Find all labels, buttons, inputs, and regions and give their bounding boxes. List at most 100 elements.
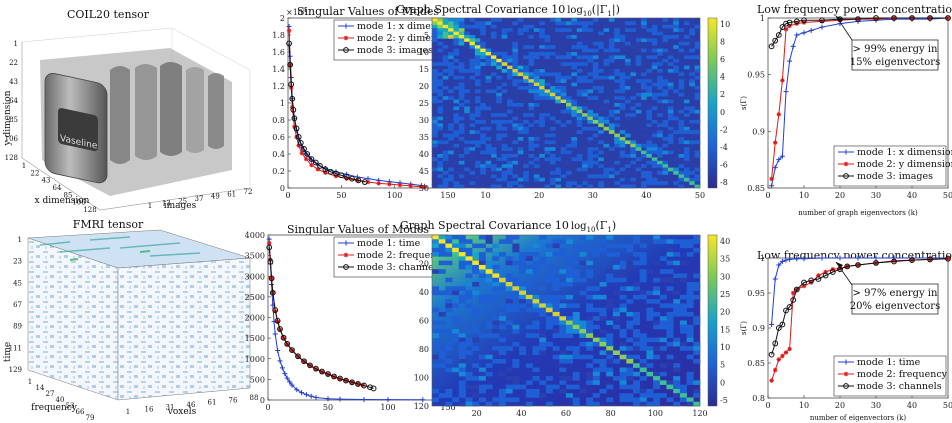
- x-tick-label: 0: [765, 191, 770, 200]
- heatmap-cell: [639, 252, 647, 257]
- heatmap-cell: [659, 371, 667, 377]
- heatmap-cell: [678, 177, 685, 182]
- heatmap-cell: [678, 79, 685, 83]
- heatmap-cell: [582, 38, 588, 43]
- heatmap-cell: [469, 157, 476, 162]
- heatmap-cell: [507, 123, 513, 128]
- heatmap-cell: [525, 294, 533, 300]
- heatmap-cell: [657, 181, 663, 185]
- heatmap-cell: [549, 72, 556, 77]
- heatmap-cell: [490, 52, 497, 56]
- heatmap-cell: [555, 18, 561, 22]
- heatmap-cell: [598, 45, 604, 49]
- star-marker: [773, 140, 778, 145]
- star-marker: [819, 19, 825, 24]
- x-tick-label: 50: [943, 401, 952, 410]
- heatmap-cell: [587, 48, 594, 53]
- heatmap-cell: [572, 320, 580, 326]
- heatmap-cell: [532, 333, 540, 338]
- heatmap-cell: [586, 247, 594, 253]
- heatmap-cell: [633, 320, 640, 326]
- heatmap-cell: [458, 384, 466, 390]
- heatmap-cell: [683, 41, 690, 46]
- heatmap-cell: [673, 299, 681, 304]
- heatmap-cell: [603, 171, 610, 175]
- fmri-zlabel: voxels: [167, 407, 197, 417]
- heatmap-cell: [614, 38, 620, 43]
- legend-box: [333, 19, 447, 61]
- heatmap-cell: [490, 120, 497, 124]
- circle-marker: [822, 272, 829, 279]
- heatmap-cell: [453, 181, 460, 185]
- heatmap-cell: [576, 167, 583, 172]
- heatmap-cell: [458, 62, 465, 66]
- heatmap-cell: [693, 350, 701, 355]
- heatmap-cell: [651, 147, 658, 151]
- heatmap-cell: [606, 269, 614, 274]
- heatmap-cell: [474, 164, 481, 168]
- heatmap-cell: [667, 106, 674, 111]
- heatmap-cell: [694, 120, 701, 124]
- heatmap-cell: [505, 239, 513, 244]
- heatmap-cell: [603, 99, 610, 104]
- heatmap-cell: [630, 86, 636, 90]
- heatmap-cell: [630, 106, 636, 111]
- circle-marker: [331, 373, 337, 380]
- heatmap-y-tick-label: 35: [419, 133, 429, 142]
- heatmap-cell: [453, 130, 460, 134]
- heatmap-cell: [480, 72, 486, 77]
- heatmap-cell: [614, 103, 620, 107]
- heatmap-cell: [485, 164, 492, 168]
- heatmap-cell: [651, 96, 658, 100]
- heatmap-cell: [517, 103, 524, 107]
- circle-marker: [927, 256, 933, 263]
- chart-title: Low frequency power concentration: [757, 3, 952, 16]
- heatmap-cell: [545, 320, 553, 326]
- heatmap-cell: [525, 256, 533, 261]
- circle-marker: [819, 17, 825, 24]
- heatmap-cell: [458, 358, 466, 364]
- heatmap-cell: [678, 82, 685, 87]
- heatmap-cell: [683, 113, 690, 117]
- heatmap-cell: [657, 130, 663, 134]
- heatmap-cell: [555, 92, 561, 97]
- heatmap-cell: [445, 286, 453, 291]
- heatmap-cell: [592, 96, 599, 100]
- heatmap-cell: [478, 367, 486, 373]
- heatmap-cell: [657, 52, 663, 56]
- heatmap-cell: [576, 154, 583, 158]
- heatmap-cell: [598, 116, 604, 121]
- y-tick-label: 0.9: [752, 324, 765, 333]
- heatmap-cell: [592, 376, 600, 381]
- heatmap-cell: [653, 299, 661, 304]
- heatmap-cell: [559, 282, 567, 287]
- heatmap-cell: [572, 277, 580, 283]
- heatmap-cell: [678, 28, 685, 32]
- heatmap-cell: [559, 316, 567, 321]
- heatmap-cell: [630, 96, 636, 100]
- heatmap-cell: [603, 126, 610, 131]
- heatmap-cell: [438, 235, 446, 240]
- heatmap-cell: [641, 89, 647, 94]
- heatmap-cell: [651, 24, 658, 29]
- heatmap-cell: [689, 38, 695, 43]
- heatmap-cell: [599, 367, 607, 373]
- heatmap-cell: [667, 35, 674, 39]
- heatmap-cell: [612, 252, 620, 257]
- heatmap-cell: [458, 69, 465, 73]
- circle-marker: [801, 17, 807, 24]
- heatmap-cell: [492, 401, 500, 407]
- heatmap-cell: [501, 58, 508, 63]
- fmri-y-tick-label: 89: [13, 323, 22, 331]
- heatmap-cell: [646, 354, 654, 360]
- heatmap-cell: [579, 354, 587, 360]
- heatmap-x-tick-label: 40: [641, 191, 651, 200]
- heatmap-cell: [619, 140, 626, 145]
- y-tick-label: 0.4: [272, 150, 285, 159]
- plus-marker: [779, 153, 785, 159]
- heatmap-cell: [432, 363, 439, 368]
- heatmap-cell: [630, 69, 636, 73]
- heatmap-cell: [512, 174, 519, 179]
- heatmap-cell: [485, 239, 493, 244]
- heatmap-cell: [646, 103, 653, 107]
